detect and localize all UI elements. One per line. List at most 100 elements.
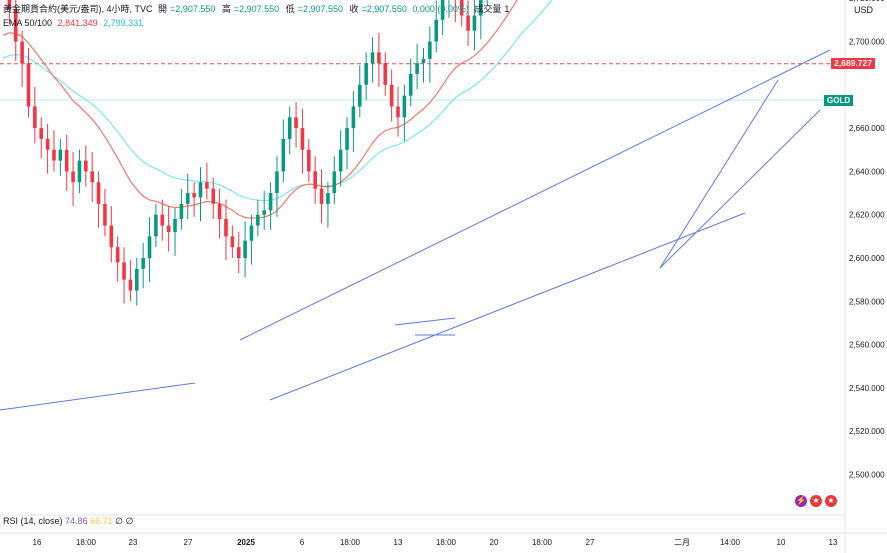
x-tick-label: 18:00 xyxy=(532,538,553,547)
candle-body xyxy=(402,95,407,118)
candle-body xyxy=(134,268,139,291)
x-tick-label: 18:00 xyxy=(436,538,457,547)
candle-body xyxy=(58,149,63,161)
symbol-title[interactable]: 黃金期貨合約(美元/盎司), 4小時, TVC xyxy=(3,4,153,14)
x-tick-label: 6 xyxy=(300,538,305,547)
y-tick-label: 2,560.000 xyxy=(849,341,885,350)
trendline xyxy=(659,79,779,269)
x-tick-label: 27 xyxy=(184,538,193,547)
price-badge: 2,689.727 xyxy=(831,58,875,70)
high-value: =2,907.550 xyxy=(233,4,280,14)
candle-body xyxy=(217,203,222,220)
horizontal-levels xyxy=(0,63,845,65)
candle-body xyxy=(39,128,44,139)
y-tick-label: 2,520.000 xyxy=(849,427,885,436)
candle-body xyxy=(147,236,152,258)
candle-body xyxy=(115,247,120,263)
x-tick-label: 18:00 xyxy=(76,538,97,547)
candle-body xyxy=(45,138,50,150)
rsi-label: RSI (14, close) xyxy=(3,516,63,526)
x-tick-label: 27 xyxy=(586,538,595,547)
candle-body xyxy=(357,84,362,107)
candle-body xyxy=(84,160,88,172)
candle-body xyxy=(243,240,247,258)
candle-body xyxy=(236,247,241,258)
candle-body xyxy=(294,117,298,129)
y-tick-label: 2,620.000 xyxy=(849,211,885,220)
candle-body xyxy=(281,138,286,172)
ema-label: EMA 50/100 xyxy=(3,18,53,28)
candle-body xyxy=(185,193,190,204)
candle-body xyxy=(268,193,273,211)
candle-body xyxy=(319,188,324,204)
candle-body xyxy=(26,63,31,107)
candle-body xyxy=(128,279,133,291)
candle-body xyxy=(77,160,82,183)
ohlc-header: 黃金期貨合約(美元/盎司), 4小時, TVC 開 =2,907.550 高 =2,… xyxy=(3,3,512,15)
candle-body xyxy=(313,171,317,189)
candle-body xyxy=(90,171,94,183)
candle-body xyxy=(7,0,12,10)
volume-label: 成交量 xyxy=(474,4,502,14)
rsi-header[interactable]: RSI (14, close) 74.86 66.71 ∅ ∅ xyxy=(3,516,133,527)
candle-body xyxy=(351,106,356,129)
us-flag-icon-2[interactable]: ★ xyxy=(825,495,837,507)
lightning-icon[interactable]: ⚡ xyxy=(795,495,807,507)
y-tick-label: 2,660.000 xyxy=(849,124,885,133)
trendline xyxy=(239,49,831,341)
candle-body xyxy=(275,171,279,194)
y-tick-label: 2,500.000 xyxy=(849,471,885,480)
trendline xyxy=(394,317,456,326)
candle-body xyxy=(434,19,439,42)
trend-channels xyxy=(0,49,831,411)
candle-body xyxy=(408,73,413,96)
ema100-value: 2,799.331 xyxy=(103,18,144,28)
candle-body xyxy=(415,63,419,74)
candle-body xyxy=(428,41,432,59)
candle-body xyxy=(440,0,445,20)
rsi-ma-value: 66.71 xyxy=(90,516,113,526)
candles xyxy=(7,0,488,306)
candle-body xyxy=(160,214,165,226)
open-value: =2,907.550 xyxy=(170,4,216,14)
candle-body xyxy=(33,106,37,129)
candle-body xyxy=(64,149,69,172)
us-flag-icon[interactable]: ★ xyxy=(810,495,822,507)
candle-body xyxy=(307,149,311,172)
trendline xyxy=(269,212,746,401)
y-tick-label: 2,700.000 xyxy=(849,38,885,47)
y-axis-ticks: 2,500.000 2,520.000 2,540.000 2,560.000 2,58… xyxy=(849,0,885,480)
volume-value: 1 xyxy=(504,4,510,14)
trendline xyxy=(0,382,196,411)
x-tick-label: 14:00 xyxy=(720,538,741,547)
candle-body xyxy=(109,225,114,248)
open-label: 開 xyxy=(158,4,168,14)
currency-label[interactable]: USD xyxy=(853,5,873,15)
candle-body xyxy=(383,63,388,85)
candle-body xyxy=(345,128,349,150)
candle-body xyxy=(13,9,18,42)
candle-body xyxy=(459,0,464,16)
y-tick-label: 2,600.000 xyxy=(849,254,885,263)
candle-body xyxy=(205,182,209,189)
low-value: =2,907.550 xyxy=(297,4,343,14)
x-tick-label: 2025 xyxy=(237,538,255,547)
candle-body xyxy=(224,219,228,237)
y-tick-label: 2,580.000 xyxy=(849,297,885,306)
candle-body xyxy=(179,203,184,220)
candle-body xyxy=(230,236,235,248)
candle-body xyxy=(249,225,254,241)
candle-body xyxy=(287,117,292,139)
ema-header[interactable]: EMA 50/100 2,841.349 2,799.331 xyxy=(3,17,146,29)
candle-body xyxy=(211,188,216,204)
x-axis-ticks: 16 18:00 23 27 2025 6 18:00 13 18:00 20 18:00 27 二月 1… xyxy=(33,538,838,547)
close-label: 收 xyxy=(349,4,359,14)
candle-body xyxy=(262,210,267,215)
rsi-extra-2: ∅ xyxy=(125,516,134,526)
candle-body xyxy=(52,149,56,161)
candle-body xyxy=(370,52,375,64)
candle-body xyxy=(96,182,101,204)
x-tick-label: 13 xyxy=(394,538,403,547)
rsi-value: 74.86 xyxy=(65,516,88,526)
